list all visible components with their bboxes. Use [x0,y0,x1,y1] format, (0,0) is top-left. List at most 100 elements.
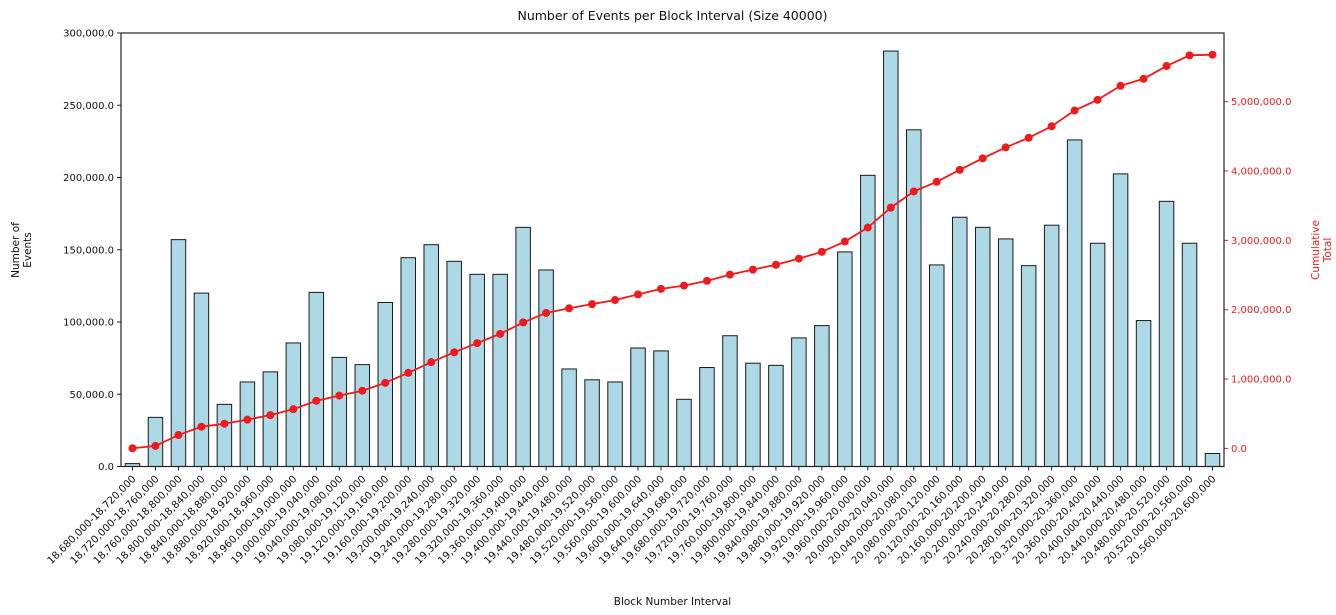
bar [974,226,991,467]
cumulative-point [657,284,666,293]
bar [1089,242,1106,467]
cumulative-point [519,318,528,327]
x-axis-label: Block Number Interval [613,596,732,608]
cumulative-point [748,265,757,274]
cumulative-point [1162,62,1171,71]
bar [1020,265,1037,468]
bar [1066,139,1083,467]
cumulative-point [358,386,367,395]
bar [607,381,623,467]
bar [929,264,945,468]
y-axis-label-left: Number of Events [10,222,34,278]
bar [308,291,325,467]
cumulative-point [1070,106,1079,115]
cumulative-point [1093,95,1102,104]
bar [1043,224,1060,467]
right-tick-label: 4,000,000.0 [1231,167,1291,178]
cumulative-point [197,422,206,431]
bar [653,350,669,467]
bar [469,273,485,467]
right-axis-ticks: 0.0 1,000,000.0 2,000,000.0 3,000,000.0 4,00… [1224,97,1291,455]
bar [791,337,807,468]
cumulative-point [128,444,137,453]
bar [216,403,233,467]
cumulative-point [725,270,734,279]
cumulative-point [174,431,183,440]
bar [446,260,462,467]
bar [814,325,830,467]
y-tick-label: 100,000.0 [63,318,114,329]
cumulative-point [978,154,987,163]
bar [1135,320,1152,467]
cumulative-point [1024,133,1033,142]
y-tick-label: 300,000.0 [63,29,114,40]
cumulative-point [955,165,964,174]
cumulative-point [840,237,849,246]
bar [997,238,1014,467]
bar [515,226,531,467]
cumulative-point [817,247,826,256]
bar [492,273,508,467]
x-axis-ticks: 18,680,000-18,720,00018,720,000-18,760,0… [46,466,1219,567]
bar [354,364,371,468]
bar [1181,242,1198,467]
cumulative-point [679,281,688,290]
bar [1112,173,1129,467]
right-tick-label: 3,000,000.0 [1231,236,1291,247]
cumulative-point [771,260,780,269]
cumulative-point [450,348,459,357]
cumulative-point [588,300,597,309]
cumulative-point [266,411,275,420]
cumulative-point [289,405,298,414]
cumulative-point [634,290,643,299]
bars-group [124,50,1221,468]
y-tick-label: 150,000.0 [63,245,114,256]
bar [630,347,646,468]
cumulative-point [611,296,620,305]
bar [262,371,279,468]
right-tick-label: 0.0 [1231,444,1247,455]
cumulative-point [909,187,918,196]
bar [745,362,761,467]
y-axis-label-right: Cumulative Total [1310,220,1334,280]
cumulative-point [565,304,574,313]
bar [906,129,922,467]
y-tick-label: 0.0 [98,462,114,473]
cumulative-point [335,391,344,400]
cumulative-point [427,358,436,367]
cumulative-point [1139,74,1148,83]
cumulative-point [1001,143,1010,152]
bar [951,216,968,467]
bar [768,364,784,468]
bar [538,269,554,468]
cumulative-point [381,378,390,387]
cumulative-point [1047,122,1056,131]
bar [239,381,256,467]
cumulative-point [542,308,551,317]
cumulative-point [702,276,711,285]
bar [1158,200,1175,467]
plot-frame [120,32,1225,468]
y-tick-label: 200,000.0 [63,173,114,184]
right-tick-label: 2,000,000.0 [1231,305,1291,316]
bar [860,174,876,468]
bar [699,367,715,467]
bar [400,257,416,468]
cumulative-point [220,419,229,428]
bar [285,342,302,468]
cumulative-markers [128,50,1217,453]
right-tick-label: 5,000,000.0 [1231,97,1291,108]
bar [584,379,600,467]
cumulative-point [496,329,505,338]
bar [331,356,348,467]
right-tick-label: 1,000,000.0 [1231,375,1291,386]
bar [883,50,899,468]
bar [722,335,738,468]
cumulative-point [794,254,803,263]
cumulative-point [886,203,895,212]
bar [561,368,577,467]
cumulative-point [932,177,941,186]
y-tick-label: 250,000.0 [63,101,114,112]
cumulative-point [863,223,872,232]
